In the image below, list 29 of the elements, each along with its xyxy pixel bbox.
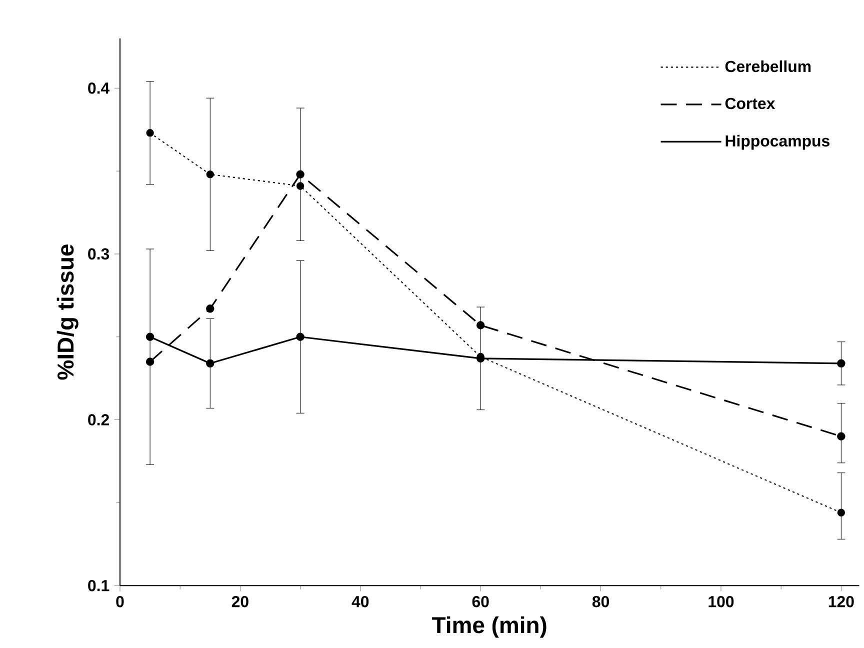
point: [146, 129, 154, 137]
point: [206, 170, 214, 178]
x-tick-label: 100: [708, 596, 734, 608]
point: [476, 321, 485, 330]
x-tick-label: 60: [472, 596, 489, 608]
x-axis-title: Time (min): [432, 616, 546, 638]
x-tick-label: 0: [116, 596, 124, 608]
point: [146, 358, 154, 366]
point: [837, 508, 846, 516]
point: [296, 170, 304, 178]
x-tick-label: 80: [592, 596, 609, 608]
point: [206, 304, 214, 313]
x-tick-label: 20: [232, 596, 248, 608]
point: [146, 332, 154, 341]
legend-label: Cerebellum: [725, 60, 811, 72]
y-tick-label: 0.3: [88, 248, 110, 260]
y-tick-label: 0.4: [88, 82, 110, 94]
legend-label: Hippocampus: [726, 134, 830, 150]
point: [296, 332, 304, 341]
x-tick-label: 40: [352, 596, 369, 608]
x-tick-label: 120: [828, 596, 854, 608]
legend-label: Cortex: [725, 98, 776, 110]
point: [206, 359, 214, 368]
point: [837, 359, 846, 368]
point: [837, 432, 846, 440]
y-axis-title: %ID/g tissue: [56, 244, 78, 380]
y-tick-label: 0.2: [88, 414, 109, 426]
y-tick-label: 0.1: [88, 580, 110, 592]
point: [296, 182, 304, 190]
